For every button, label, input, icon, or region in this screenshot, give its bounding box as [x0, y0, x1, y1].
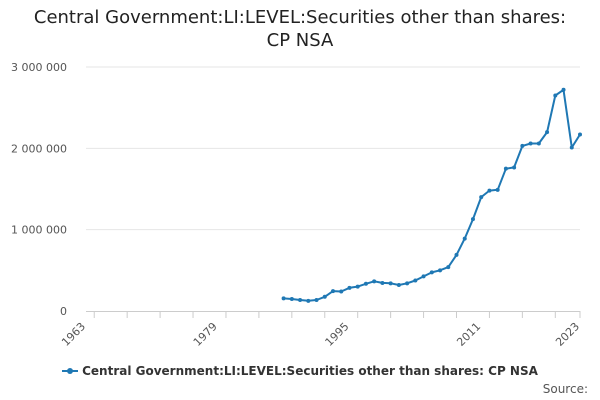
x-tick-label: 2011: [454, 320, 483, 349]
data-point: [339, 289, 344, 294]
y-tick-label: 3 000 000: [11, 61, 67, 74]
data-point: [396, 282, 401, 287]
data-point: [569, 145, 574, 150]
data-point: [446, 265, 451, 270]
data-point: [289, 296, 294, 301]
data-point: [553, 93, 558, 98]
y-tick-label: 2 000 000: [11, 142, 67, 155]
data-point: [281, 296, 286, 301]
legend[interactable]: Central Government:LI:LEVEL:Securities o…: [0, 364, 600, 378]
data-point: [470, 217, 475, 222]
data-point: [479, 195, 484, 200]
data-point: [503, 166, 508, 171]
data-point: [314, 298, 319, 303]
data-point: [405, 281, 410, 286]
data-point: [298, 298, 303, 303]
data-point: [578, 132, 582, 137]
data-point: [462, 236, 467, 241]
data-point: [363, 281, 368, 286]
chart-title-line-1: Central Government:LI:LEVEL:Securities o…: [33, 7, 567, 28]
x-tick-label: 1979: [191, 320, 220, 349]
data-point: [487, 188, 492, 193]
data-point: [331, 289, 335, 294]
data-point: [413, 278, 418, 283]
x-tick-label: 2023: [553, 320, 582, 349]
source-label: Source:: [542, 382, 588, 396]
data-point: [322, 294, 327, 299]
data-point: [306, 298, 311, 303]
legend-line-marker-icon: [62, 366, 79, 376]
legend-label: Central Government:LI:LEVEL:Securities o…: [82, 364, 538, 378]
data-point: [347, 285, 352, 290]
data-point: [512, 165, 517, 170]
data-point: [438, 268, 443, 273]
data-point: [495, 187, 500, 192]
data-point: [536, 141, 541, 146]
y-tick-label: 1 000 000: [11, 224, 67, 237]
data-point: [528, 141, 533, 146]
data-point: [380, 280, 385, 285]
data-point: [545, 130, 550, 135]
data-point: [561, 87, 566, 92]
x-tick-label: 1963: [59, 320, 88, 349]
data-point: [454, 252, 459, 257]
data-point: [388, 281, 393, 286]
data-point: [520, 143, 525, 148]
x-tick-label: 1995: [323, 320, 352, 349]
chart-title: Central Government:LI:LEVEL:Securities o…: [0, 6, 600, 52]
chart-title-line-2: CP NSA: [266, 30, 334, 51]
data-point: [372, 279, 377, 284]
data-point: [421, 274, 426, 279]
y-tick-label: 0: [60, 305, 67, 318]
data-point: [355, 284, 360, 289]
data-point: [429, 270, 434, 275]
series-line: [283, 88, 581, 302]
